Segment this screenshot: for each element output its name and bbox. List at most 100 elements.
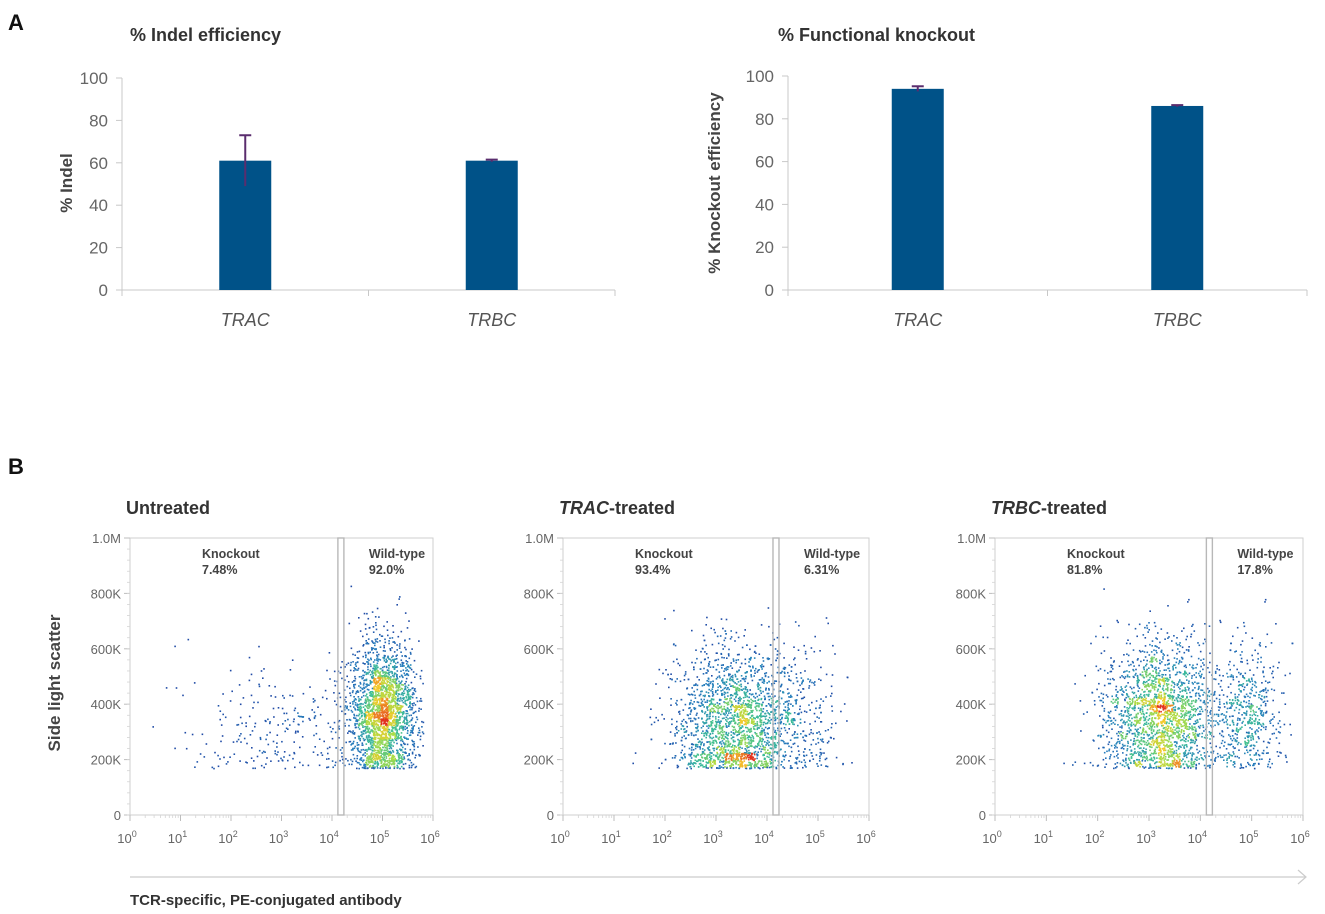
data-point	[395, 698, 397, 700]
data-point	[294, 710, 296, 712]
data-point	[400, 694, 402, 696]
data-point	[678, 766, 680, 768]
data-point	[391, 705, 393, 707]
data-point	[822, 738, 824, 740]
data-point	[738, 637, 740, 639]
data-point	[761, 668, 763, 670]
data-point	[364, 663, 366, 665]
data-point	[393, 711, 395, 713]
data-point	[701, 702, 703, 704]
data-point	[757, 751, 759, 753]
data-point	[744, 733, 746, 735]
data-point	[775, 719, 777, 721]
data-point	[378, 730, 380, 732]
data-point	[720, 635, 722, 637]
data-point	[395, 737, 397, 739]
data-point	[372, 750, 374, 752]
data-point	[320, 714, 322, 716]
data-point	[276, 742, 278, 744]
data-point	[403, 736, 405, 738]
data-point	[705, 732, 707, 734]
data-point	[703, 695, 705, 697]
data-point	[367, 731, 369, 733]
data-point	[403, 690, 405, 692]
y-tick-label: 0	[547, 808, 554, 823]
data-point	[394, 668, 396, 670]
data-point	[362, 692, 364, 694]
data-point	[396, 693, 398, 695]
data-point	[212, 767, 214, 769]
data-point	[270, 695, 272, 697]
data-point	[416, 716, 418, 718]
data-point	[377, 724, 379, 726]
data-point	[759, 737, 761, 739]
data-point	[350, 731, 352, 733]
data-point	[706, 691, 708, 693]
data-point	[258, 684, 260, 686]
data-point	[655, 717, 657, 719]
data-point	[712, 744, 714, 746]
data-point	[398, 759, 400, 761]
data-point	[765, 688, 767, 690]
data-point	[363, 730, 365, 732]
data-point	[392, 685, 394, 687]
data-point	[774, 639, 776, 641]
data-point	[757, 682, 759, 684]
data-point	[387, 635, 389, 637]
data-point	[381, 709, 383, 711]
data-point	[372, 703, 374, 705]
data-point	[394, 659, 396, 661]
data-point	[379, 690, 381, 692]
data-point	[412, 732, 414, 734]
data-point	[354, 676, 356, 678]
data-point	[273, 708, 275, 710]
data-point	[742, 726, 744, 728]
data-point	[757, 703, 759, 705]
data-point	[386, 683, 388, 685]
data-point	[359, 651, 361, 653]
data-point	[763, 715, 765, 717]
data-points	[152, 586, 424, 770]
data-point	[748, 746, 750, 748]
data-point	[373, 697, 375, 699]
data-point	[743, 713, 745, 715]
data-point	[754, 672, 756, 674]
data-point	[412, 717, 414, 719]
data-point	[765, 676, 767, 678]
data-point	[690, 718, 692, 720]
data-point	[352, 654, 354, 656]
data-point	[728, 758, 730, 760]
data-point	[703, 745, 705, 747]
data-point	[783, 759, 785, 761]
data-point	[389, 763, 391, 765]
data-point	[733, 658, 735, 660]
data-point	[319, 765, 321, 767]
data-point	[335, 762, 337, 764]
data-point	[732, 745, 734, 747]
data-point	[793, 683, 795, 685]
data-point	[722, 628, 724, 630]
data-point	[400, 664, 402, 666]
data-point	[419, 700, 421, 702]
data-point	[398, 762, 400, 764]
data-point	[395, 726, 397, 728]
data-point	[399, 717, 401, 719]
data-point	[727, 734, 729, 736]
data-point	[781, 684, 783, 686]
data-point	[744, 681, 746, 683]
data-point	[370, 659, 372, 661]
data-point	[423, 722, 425, 724]
data-point	[724, 731, 726, 733]
data-point	[750, 729, 752, 731]
data-point	[709, 741, 711, 743]
y-tick-label: 800K	[524, 586, 555, 601]
data-point	[381, 731, 383, 733]
data-point	[379, 710, 381, 712]
data-point	[725, 723, 727, 725]
x-tick-label: 101	[168, 829, 187, 846]
data-point	[798, 625, 800, 627]
data-point	[352, 681, 354, 683]
data-point	[718, 768, 720, 770]
data-point	[298, 724, 300, 726]
data-point	[231, 691, 233, 693]
